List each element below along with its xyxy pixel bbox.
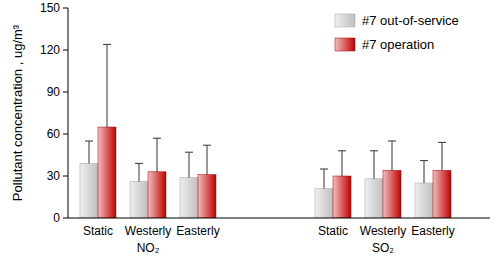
error-bar [135,163,143,181]
y-tick-label: 0 [53,211,60,225]
error-line [424,161,425,183]
y-tick [63,218,68,219]
x-tick-label: Westerly [360,224,406,238]
bar [148,172,166,218]
y-axis-label: Pollutant concentration , ug/m³ [10,24,25,201]
error-line [374,151,375,179]
y-axis [68,8,69,218]
error-line [89,141,90,163]
error-cap [388,141,396,142]
y-tick [63,92,68,93]
error-bar [85,141,93,163]
x-tick-label: Static [83,224,113,238]
error-bar [185,152,193,177]
x-tick-label: Static [318,224,348,238]
chart-container: 0 30 60 90 120 150 Pollutant concentration , u… [0,0,500,271]
plot-area [80,44,451,218]
error-line [442,142,443,170]
x-axis [68,218,490,219]
error-bar [370,151,378,179]
error-cap [338,150,346,151]
legend: #7 out-of-service #7 operation [335,13,459,52]
legend-swatch [335,14,355,27]
y-tick [63,134,68,135]
error-bar [153,138,161,172]
y-tick [63,176,68,177]
error-line [342,151,343,176]
bar [333,176,351,218]
bar [180,177,198,218]
error-line [207,145,208,174]
bar [98,127,116,218]
y-tick [63,8,68,9]
group-label: SO₂ [372,241,394,255]
y-tick-label: 60 [47,127,61,141]
error-bar [203,145,211,174]
y-tick-label: 30 [47,169,61,183]
error-bar [388,141,396,170]
error-bar [438,142,446,170]
bar [315,189,333,218]
bar [433,170,451,218]
error-line [157,138,158,172]
error-bar [420,161,428,183]
bar [198,175,216,218]
legend-label: #7 operation [362,37,434,52]
error-cap [370,150,378,151]
error-cap [203,145,211,146]
error-line [189,152,190,177]
x-tick-label: Westerly [125,224,171,238]
bar [80,163,98,218]
error-bar [338,151,346,176]
bar [365,179,383,218]
y-tick-label: 150 [40,1,60,15]
bar [383,170,401,218]
bar [415,183,433,218]
error-cap [320,169,328,170]
error-bar [320,169,328,189]
legend-label: #7 out-of-service [362,13,459,28]
error-cap [153,138,161,139]
bar [130,182,148,218]
chart-svg: 0 30 60 90 120 150 Pollutant concentration , u… [0,0,500,271]
error-cap [103,44,111,45]
x-tick-label: Easterly [411,224,454,238]
error-line [392,141,393,170]
error-line [324,169,325,189]
error-line [139,163,140,181]
error-cap [185,152,193,153]
error-cap [85,141,93,142]
error-bar [103,44,111,127]
error-line [107,44,108,127]
error-cap [135,163,143,164]
y-tick-label: 120 [40,43,60,57]
y-tick [63,50,68,51]
group-label: NO₂ [137,241,160,255]
error-cap [420,160,428,161]
x-tick-label: Easterly [176,224,219,238]
y-tick-label: 90 [47,85,61,99]
legend-swatch [335,38,355,51]
error-cap [438,142,446,143]
